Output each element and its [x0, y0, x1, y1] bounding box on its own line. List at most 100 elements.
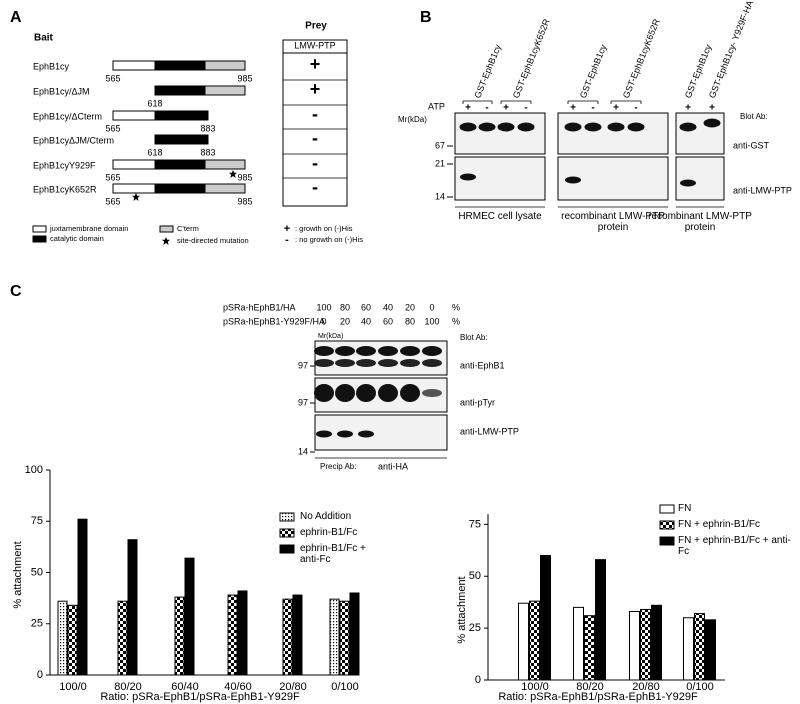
lane-construct: GST-EphB1cyK652R	[621, 17, 662, 100]
domain-segment	[112, 183, 156, 194]
mw-marker: 21	[435, 158, 445, 168]
bar	[349, 592, 360, 676]
domain-segment	[112, 110, 156, 121]
bar	[127, 539, 138, 676]
end-residue: 985	[237, 73, 252, 83]
atp-sign: -	[634, 103, 637, 114]
x-tick-label: 80/20	[576, 681, 604, 693]
bar	[705, 619, 716, 681]
construct-name: EphB1cyY929F	[33, 160, 96, 170]
blot-band	[358, 430, 374, 438]
mw-marker: 97	[298, 360, 308, 370]
domain-segment	[204, 85, 246, 96]
x-tick-label: 100/0	[521, 681, 549, 693]
atp-sign: +	[709, 103, 715, 114]
ratio-value: 0	[429, 302, 434, 312]
blot-band	[316, 430, 332, 438]
prey-header: Prey	[305, 21, 327, 32]
ratio-value: 80	[340, 302, 350, 312]
legend-label: FN	[678, 503, 692, 514]
mw-marker: 67	[435, 140, 445, 150]
y-axis-label: % attachment	[456, 576, 468, 643]
prey-result: -	[312, 128, 318, 148]
prey-column: LMW-PTP	[294, 40, 335, 50]
lane-construct: GST-EphB1cy	[578, 43, 609, 100]
x-tick-label: 40/60	[224, 681, 252, 693]
panel-label: C	[10, 283, 22, 300]
bar	[518, 602, 529, 681]
precip-antibody: anti-HA	[378, 461, 408, 471]
ratio-row-name: pSRa-hEphB1/HA	[223, 302, 296, 312]
blot-band	[422, 389, 442, 397]
precip-label: Precip Ab:	[320, 462, 356, 471]
x-tick-label: 100/0	[59, 681, 87, 693]
blot-panel	[454, 156, 546, 201]
lane-construct: GST-EphB1cy	[472, 43, 503, 100]
antibody-label: anti-LMW-PTP	[460, 426, 519, 436]
bar	[282, 598, 293, 676]
ratio-value: 60	[361, 302, 371, 312]
legend-text: C'term	[177, 224, 199, 233]
start-residue: 618	[147, 98, 162, 108]
prey-result: -	[312, 177, 318, 197]
ratio-value: 40	[361, 316, 371, 326]
blot-band	[478, 122, 496, 132]
end-residue: 883	[200, 147, 215, 157]
legend-label: ephrin-B1/Fc + anti-Fc	[300, 543, 366, 565]
legend-label: FN + ephrin-B1/Fc + anti-Fc	[678, 535, 791, 557]
y-axis-label: % attachment	[12, 541, 24, 608]
legend-icon	[32, 235, 47, 243]
bar	[584, 615, 595, 681]
prey-result: +	[310, 54, 321, 74]
mw-marker: 14	[435, 191, 445, 201]
construct-name: EphB1cy	[33, 61, 70, 71]
legend-text: +	[284, 223, 290, 235]
bar	[184, 557, 195, 676]
domain-segment	[154, 183, 206, 194]
bar	[540, 555, 551, 681]
x-tick-label: 0/100	[331, 681, 359, 693]
ratio-value: 60	[383, 316, 393, 326]
prey-result: -	[312, 153, 318, 173]
ratio-unit: %	[452, 302, 460, 312]
bar	[227, 594, 238, 676]
blot-band	[607, 122, 625, 132]
bar	[339, 600, 350, 676]
y-tick-label: 100	[25, 464, 43, 476]
blot-band	[422, 346, 442, 356]
bar	[77, 518, 88, 676]
construct-name: EphB1cy/ΔJM	[33, 86, 90, 96]
end-residue: 985	[237, 196, 252, 206]
legend-swatch	[279, 544, 295, 554]
atp-sign: +	[503, 103, 509, 114]
bar	[237, 590, 248, 676]
antibody-label: anti-EphB1	[460, 360, 505, 370]
domain-segment	[204, 159, 246, 170]
blot-band	[680, 179, 696, 187]
prey-result: +	[310, 79, 321, 99]
bar	[651, 604, 662, 681]
bar	[595, 559, 606, 681]
blot-band	[378, 384, 398, 402]
y-tick-label: 75	[469, 518, 481, 530]
x-axis-label: Ratio: pSRa-EphB1/pSRa-EphB1-Y929F	[498, 691, 698, 703]
blot-band	[460, 173, 476, 181]
legend-text: : growth on (-)His	[295, 224, 353, 233]
x-tick-label: 80/20	[114, 681, 142, 693]
blot-band	[378, 346, 398, 356]
bar	[529, 600, 540, 681]
blot-band	[335, 346, 355, 356]
panel-label: A	[10, 9, 22, 26]
domain-segment	[204, 60, 246, 71]
atp-sign: -	[485, 103, 488, 114]
legend-text: : no growth on (-)His	[295, 235, 363, 244]
domain-segment	[154, 60, 206, 71]
blot-band	[356, 384, 376, 402]
atp-sign: +	[685, 103, 691, 114]
blot-band	[378, 359, 398, 367]
blot-band	[314, 359, 334, 367]
legend-text: site-directed mutation	[177, 236, 249, 245]
blot-panel	[557, 112, 669, 155]
group-caption: recombinant LMW-PTP protein	[561, 211, 665, 233]
